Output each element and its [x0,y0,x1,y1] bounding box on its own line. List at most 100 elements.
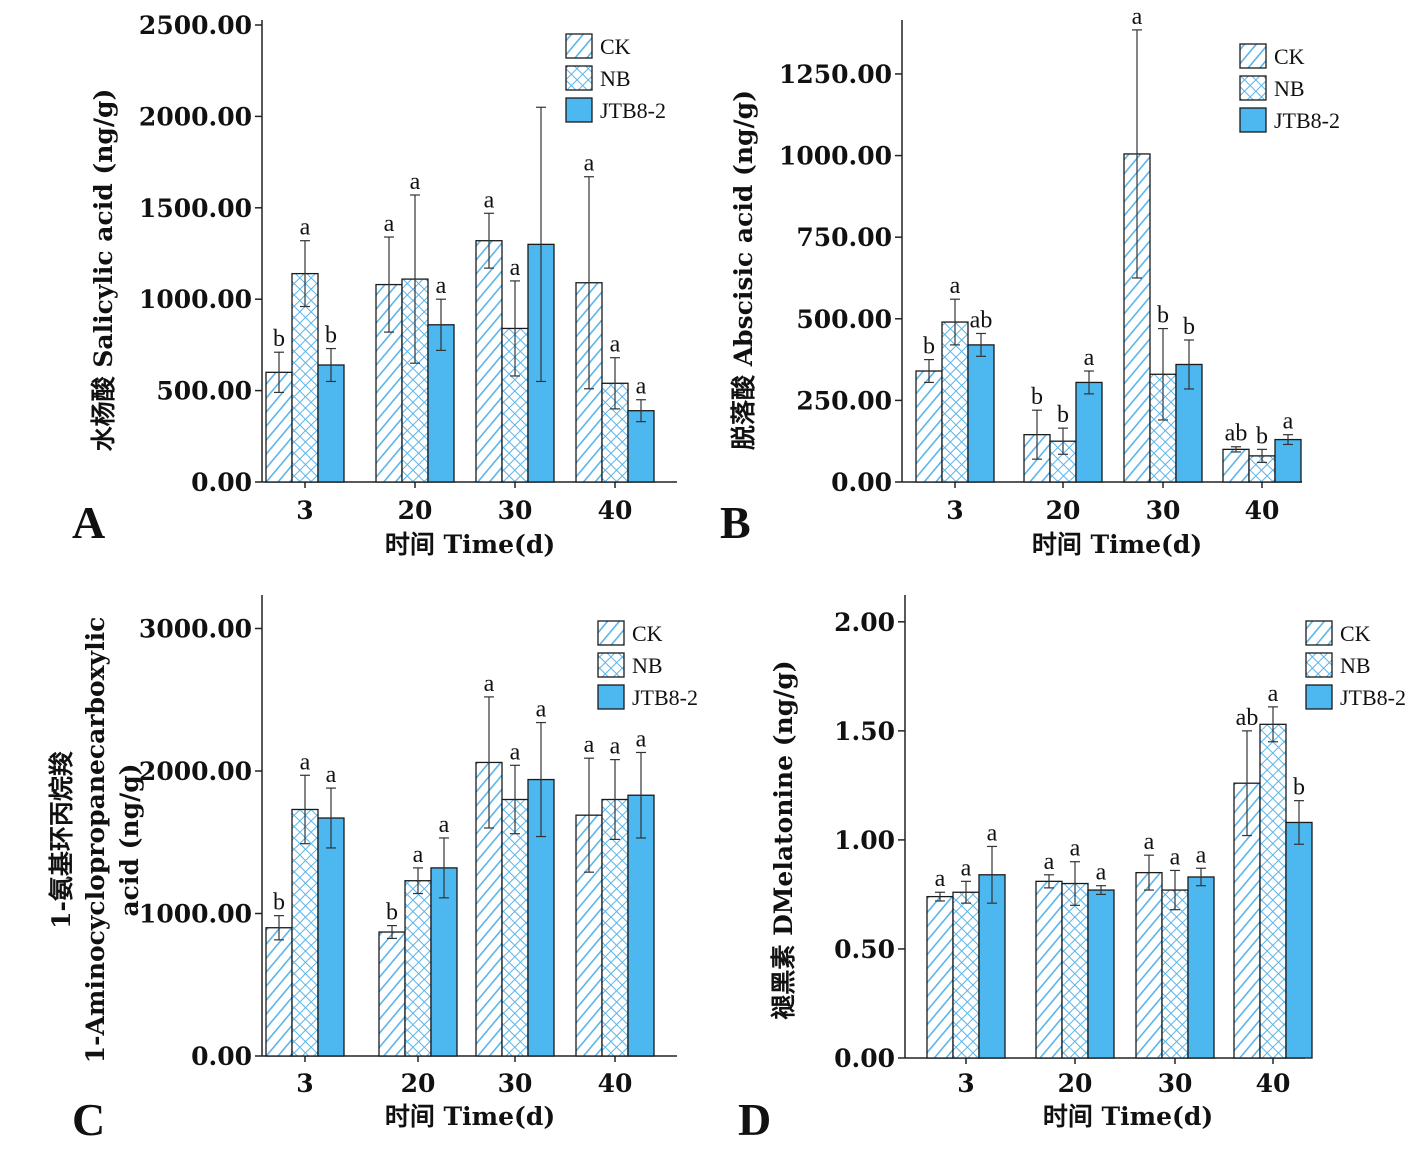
y-tick-label: 1500.00 [139,194,252,223]
y-tick-label: 0.00 [191,1042,252,1071]
x-tick-label: 3 [296,1069,313,1098]
bar-jtb8-2-40 [627,410,655,483]
bar-jtb8-2-40 [1274,438,1302,483]
significance-label: a [510,739,521,765]
y-tick-label: 1000.00 [139,285,252,314]
y-tick-label: 250.00 [796,386,892,415]
y-axis-label-line: 1-Aminocyclopropanecarboxylic [81,617,110,1064]
bar-ck-30 [475,240,503,483]
significance-label: ab [1236,705,1259,731]
legend-swatch-nb [597,652,625,678]
legend-label-nb: NB [1274,76,1305,101]
bar-jtb8-2-20 [1087,889,1115,1059]
significance-label: a [1132,4,1143,30]
panel-letter-c: C [72,1094,105,1145]
significance-label: a [510,255,521,281]
bar-ck-40 [1222,448,1250,483]
significance-label: b [1256,423,1268,449]
x-tick-label: 20 [398,496,433,525]
significance-label: a [1096,860,1107,886]
x-tick-label: 40 [598,496,633,525]
x-tick-label: 40 [1245,496,1280,525]
significance-label: b [273,890,285,916]
significance-label: a [484,187,495,213]
y-tick-label: 0.00 [191,468,252,497]
legend-label-jtb8-2: JTB8-2 [600,98,666,123]
panels: 0.00 500.00 1000.00 1500.00 2000.00 2500.00 3 2… [47,4,1406,1145]
y-tick-label: 750.00 [796,223,892,252]
x-tick-label: 20 [401,1069,436,1098]
bar-nb-3 [291,808,319,1057]
significance-label: b [1183,314,1195,340]
legend-swatch-jtb8-2 [1305,684,1333,710]
y-tick-label: 500.00 [156,377,252,406]
significance-label: a [1170,844,1181,870]
legend-swatch-jtb8-2 [597,684,625,710]
significance-label: a [1283,409,1294,435]
bar-nb-20 [1061,882,1089,1059]
y-axis-label: 褪黑素 DMelatonine (ng/g) [769,660,798,1019]
x-tick-label: 30 [1158,1069,1193,1098]
x-tick-label: 3 [296,496,313,525]
panel-letter-d: D [738,1094,771,1145]
significance-label: a [439,812,450,838]
bar-nb-40 [1248,455,1276,483]
bar-nb-20 [404,880,432,1057]
legend-label-nb: NB [632,653,663,678]
y-tick-label: 0.00 [834,1044,895,1073]
legend-label-ck: CK [1274,44,1305,69]
significance-label: a [436,273,447,299]
y-tick-label: 1000.00 [139,900,252,929]
y-axis-label-line: acid (ng/g) [115,763,144,916]
legend-label-ck: CK [600,34,631,59]
legend: CK NB JTB8-2 [565,33,666,123]
legend-swatch-nb [1305,652,1333,678]
significance-label: a [484,671,495,697]
panel-letter-b: B [720,497,751,548]
x-tick-label: 30 [498,496,533,525]
bar-jtb8-2-3 [978,874,1006,1059]
significance-label: a [935,866,946,892]
bar-ck-3 [926,895,954,1059]
significance-label: a [950,273,961,299]
legend-swatch-nb [565,65,593,91]
bar-jtb8-2-20 [430,867,458,1057]
legend-label-ck: CK [632,621,663,646]
significance-label: b [923,334,935,360]
legend-label-jtb8-2: JTB8-2 [1340,685,1406,710]
x-tick-label: 40 [1256,1069,1291,1098]
legend-label-ck: CK [1340,621,1371,646]
significance-label: a [610,332,621,358]
x-tick-label: 3 [946,496,963,525]
legend-label-jtb8-2: JTB8-2 [632,685,698,710]
significance-label: a [987,820,998,846]
significance-label: a [1196,842,1207,868]
y-tick-label: 3000.00 [139,615,252,644]
significance-label: b [273,326,285,352]
significance-label: a [1084,345,1095,371]
significance-label: b [1293,775,1305,801]
legend-swatch-jtb8-2 [1239,107,1267,133]
significance-label: a [584,732,595,758]
y-tick-label: 2500.00 [139,11,252,40]
y-axis-label: 脱落酸 Abscisic acid (ng/g) [729,90,758,450]
bar-ck-20 [1035,880,1063,1059]
x-tick-label: 30 [498,1069,533,1098]
legend-label-nb: NB [600,66,631,91]
bar-jtb8-2-20 [1075,381,1103,483]
bar-nb-3 [952,891,980,1059]
legend-label-jtb8-2: JTB8-2 [1274,108,1340,133]
bar-nb-40 [1259,723,1287,1059]
bar-jtb8-2-3 [317,817,345,1057]
bar-ck-3 [265,927,293,1057]
significance-label: b [1031,384,1043,410]
y-tick-label: 2000.00 [139,102,252,131]
bar-ck-3 [915,370,943,483]
significance-label: a [636,374,647,400]
panel-letter-a: A [72,497,105,548]
y-axis-label-line: 1-氨基环丙烷羧 [47,751,76,929]
significance-label: a [1044,849,1055,875]
legend-swatch-jtb8-2 [565,97,593,123]
panel-a: 0.00 500.00 1000.00 1500.00 2000.00 2500.00 3 2… [72,11,677,559]
